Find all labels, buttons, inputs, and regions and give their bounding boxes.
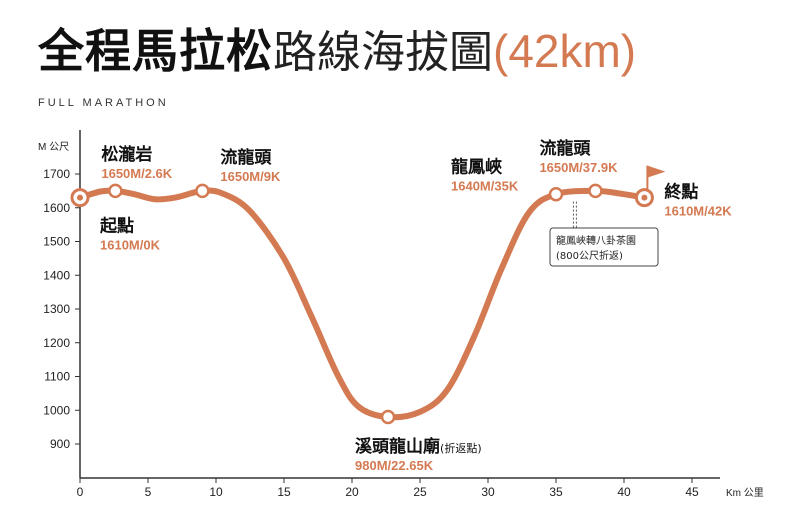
y-tick-label: 1700: [43, 167, 70, 181]
labels-layer: 起點1610M/0K松瀧岩1650M/2.6K流龍頭1650M/9K溪頭龍山廟(…: [99, 138, 732, 473]
waypoint-marker: [588, 183, 603, 199]
elevation-line: [77, 187, 648, 421]
y-tick-label: 1000: [43, 403, 70, 417]
point-value-label: 1650M/9K: [220, 169, 281, 184]
chart-title: 全程馬拉松路線海拔圖(42km): [38, 28, 636, 75]
chart-subtitle: FULL MARATHON: [38, 97, 169, 109]
y-tick-label: 1600: [43, 201, 70, 215]
callout-layer: 龍鳳峽轉八卦茶園 (800公尺折返): [549, 201, 659, 267]
point-name-label: 松瀧岩: [101, 144, 152, 165]
point-name-suffix: (折返點): [440, 441, 482, 455]
y-tick-label: 1400: [43, 268, 70, 282]
y-tick-label: 1100: [44, 370, 70, 384]
point-name-label: 溪頭龍山廟(折返點): [355, 436, 482, 457]
axis-ticks: 900 1000 1100 1200 1300 1400 1500 1600 1700 0 5 10 1…: [38, 141, 764, 499]
finish-flag-icon: [647, 165, 666, 178]
y-tick-label: 1200: [43, 336, 70, 350]
x-tick-label: 35: [549, 485, 563, 499]
x-tick-label: 20: [345, 485, 359, 499]
waypoint-marker: [548, 187, 564, 202]
callout-text-line: (800公尺折返): [556, 249, 623, 262]
y-axis-label: M 公尺: [38, 141, 69, 153]
point-value-label: 980M/22.65K: [355, 458, 434, 473]
point-name-label: 流龍頭: [539, 138, 591, 159]
points-layer: [70, 165, 666, 425]
endpoint-marker-core: [641, 194, 648, 201]
endpoint-marker-core: [77, 194, 83, 201]
x-tick-label: 30: [481, 485, 495, 499]
title-distance: (42km): [493, 25, 637, 77]
callout-text-line: 龍鳳峽轉八卦茶園: [556, 234, 636, 247]
y-tick-label: 1300: [43, 302, 70, 316]
elevation-line-layer: [77, 187, 648, 421]
title-bold: 全程馬拉松: [38, 25, 273, 77]
x-tick-label: 25: [413, 485, 427, 499]
point-value-label: 1610M/0K: [100, 238, 161, 253]
callout-box: [549, 227, 659, 267]
y-tick-label: 900: [50, 437, 70, 451]
waypoint-marker: [108, 183, 123, 199]
y-tick-label: 1500: [43, 235, 70, 249]
point-name-label: 起點: [99, 216, 134, 237]
x-tick-label: 0: [77, 485, 84, 499]
x-tick-label: 10: [209, 485, 223, 499]
point-value-label: 1640M/35K: [451, 178, 519, 193]
x-tick-label: 45: [685, 485, 699, 499]
point-name-label: 龍鳳峽: [451, 156, 503, 177]
x-tick-label: 15: [277, 485, 291, 499]
waypoint-marker: [195, 183, 210, 199]
point-value-label: 1610M/42K: [664, 204, 732, 219]
point-name-label: 終點: [664, 182, 698, 203]
point-value-label: 1650M/37.9K: [539, 160, 618, 175]
x-tick-label: 40: [617, 485, 631, 499]
waypoint-marker: [380, 409, 396, 425]
point-name-label: 流龍頭: [220, 147, 272, 168]
title-light: 路線海拔圖: [273, 28, 493, 77]
x-axis-label: Km 公里: [726, 487, 764, 499]
point-value-label: 1650M/2.6K: [101, 166, 172, 181]
x-tick-label: 5: [145, 485, 152, 499]
axes: [79, 130, 720, 479]
